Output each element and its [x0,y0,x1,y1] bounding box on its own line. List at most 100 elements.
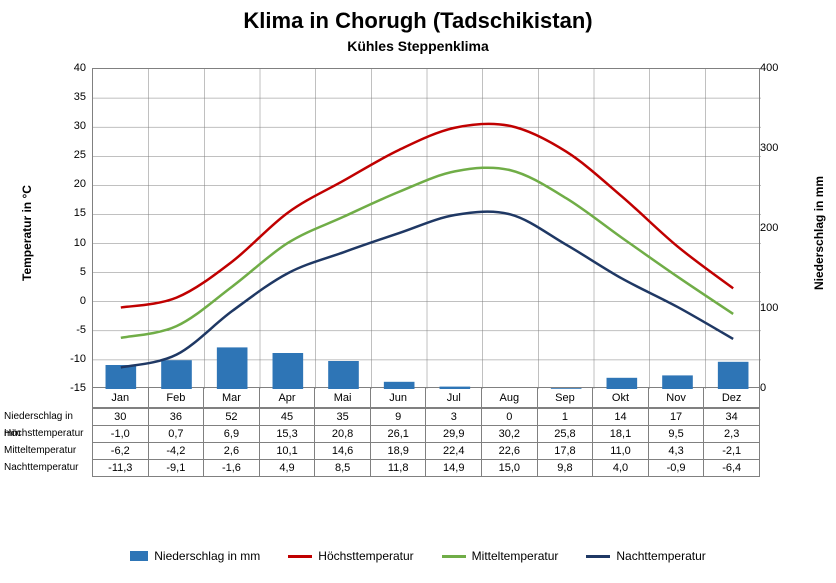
table-row-labels: Niederschlag in mmHöchsttemperaturMittel… [0,408,92,476]
table-cell: 15,3 [259,426,315,443]
bar [161,360,192,389]
bar [718,362,749,389]
chart-area: -15-10-50510152025303540 0100200300400 J… [0,68,836,398]
x-category: Nov [649,388,705,408]
legend-swatch-line [586,555,610,558]
y2-tick: 400 [760,62,778,74]
row-label: Mitteltemperatur [0,442,92,459]
table-cell: 18,9 [370,443,426,460]
table-cell: 20,8 [315,426,371,443]
y1-tick: -5 [76,324,86,336]
table-cell: 17 [648,409,704,426]
legend-item: Höchsttemperatur [288,549,413,563]
table-cell: -11,3 [93,460,149,477]
y1-tick: 10 [74,237,86,249]
chart-title: Klima in Chorugh (Tadschikistan) [0,8,836,34]
bar [273,353,304,389]
legend-item: Nachttemperatur [586,549,705,563]
y1-tick: 35 [74,91,86,103]
legend-swatch-bar [130,551,148,561]
row-label: Niederschlag in mm [0,408,92,425]
table-cell: 15,0 [482,460,538,477]
y2-tick: 200 [760,222,778,234]
bar [217,347,248,389]
bar [662,375,693,389]
table-cell: 30 [93,409,149,426]
row-label: Höchsttemperatur [0,425,92,442]
y1-ticks: -15-10-50510152025303540 [50,68,90,398]
x-category: Aug [482,388,538,408]
table-cell: 45 [259,409,315,426]
table-cell: 9,8 [537,460,593,477]
legend-label: Nachttemperatur [616,549,705,563]
x-category: Jun [371,388,427,408]
table-cell: -0,9 [648,460,704,477]
table-cell: 8,5 [315,460,371,477]
x-category: Apr [260,388,316,408]
table-row: -1,00,76,915,320,826,129,930,225,818,19,… [93,426,760,443]
table-cell: 17,8 [537,443,593,460]
table-cell: 36 [148,409,204,426]
table-cell: 14 [593,409,649,426]
table-cell: -6,4 [704,460,760,477]
x-category: Dez [704,388,760,408]
y2-tick: 100 [760,302,778,314]
table-cell: -1,0 [93,426,149,443]
table-cell: 35 [315,409,371,426]
y1-tick: 30 [74,120,86,132]
table-cell: 2,3 [704,426,760,443]
table-cell: 9,5 [648,426,704,443]
table-cell: 4,0 [593,460,649,477]
data-table: 30365245359301141734-1,00,76,915,320,826… [92,408,760,477]
x-categories: JanFebMarAprMaiJunJulAugSepOktNovDez [92,388,760,408]
chart-subtitle: Kühles Steppenklima [0,38,836,54]
legend-label: Mitteltemperatur [472,549,559,563]
table-cell: 34 [704,409,760,426]
y1-tick: 15 [74,207,86,219]
table-cell: 25,8 [537,426,593,443]
x-category: Sep [538,388,594,408]
table-cell: -9,1 [148,460,204,477]
x-category: Jul [426,388,482,408]
table-cell: 2,6 [204,443,260,460]
x-category: Okt [593,388,649,408]
legend: Niederschlag in mm Höchsttemperatur Mittel… [0,549,836,563]
table-cell: 14,6 [315,443,371,460]
table-cell: 3 [426,409,482,426]
table-row: -11,3-9,1-1,64,98,511,814,915,09,84,0-0,… [93,460,760,477]
table-cell: 0 [482,409,538,426]
table-cell: -6,2 [93,443,149,460]
table-cell: 0,7 [148,426,204,443]
legend-item: Mitteltemperatur [442,549,559,563]
table-cell: -4,2 [148,443,204,460]
plot-svg [93,69,761,389]
x-category: Feb [149,388,205,408]
table-cell: 22,4 [426,443,482,460]
table-cell: 29,9 [426,426,482,443]
table-row: -6,2-4,22,610,114,618,922,422,617,811,04… [93,443,760,460]
legend-swatch-line [288,555,312,558]
legend-swatch-line [442,555,466,558]
table-cell: 4,9 [259,460,315,477]
table-cell: 26,1 [370,426,426,443]
y1-tick: 0 [80,295,86,307]
table-cell: 11,8 [370,460,426,477]
table-cell: 52 [204,409,260,426]
table-cell: 14,9 [426,460,482,477]
x-category: Mar [204,388,260,408]
legend-item: Niederschlag in mm [130,549,260,563]
y1-tick: -10 [70,353,86,365]
table-cell: 4,3 [648,443,704,460]
table-cell: 18,1 [593,426,649,443]
table-cell: 10,1 [259,443,315,460]
legend-label: Niederschlag in mm [154,549,260,563]
bar [106,365,137,389]
table-cell: 1 [537,409,593,426]
table-cell: 9 [370,409,426,426]
table-cell: -1,6 [204,460,260,477]
y1-tick: 20 [74,178,86,190]
table-cell: 30,2 [482,426,538,443]
y1-tick: -15 [70,382,86,394]
x-category: Jan [92,388,149,408]
table-cell: 11,0 [593,443,649,460]
